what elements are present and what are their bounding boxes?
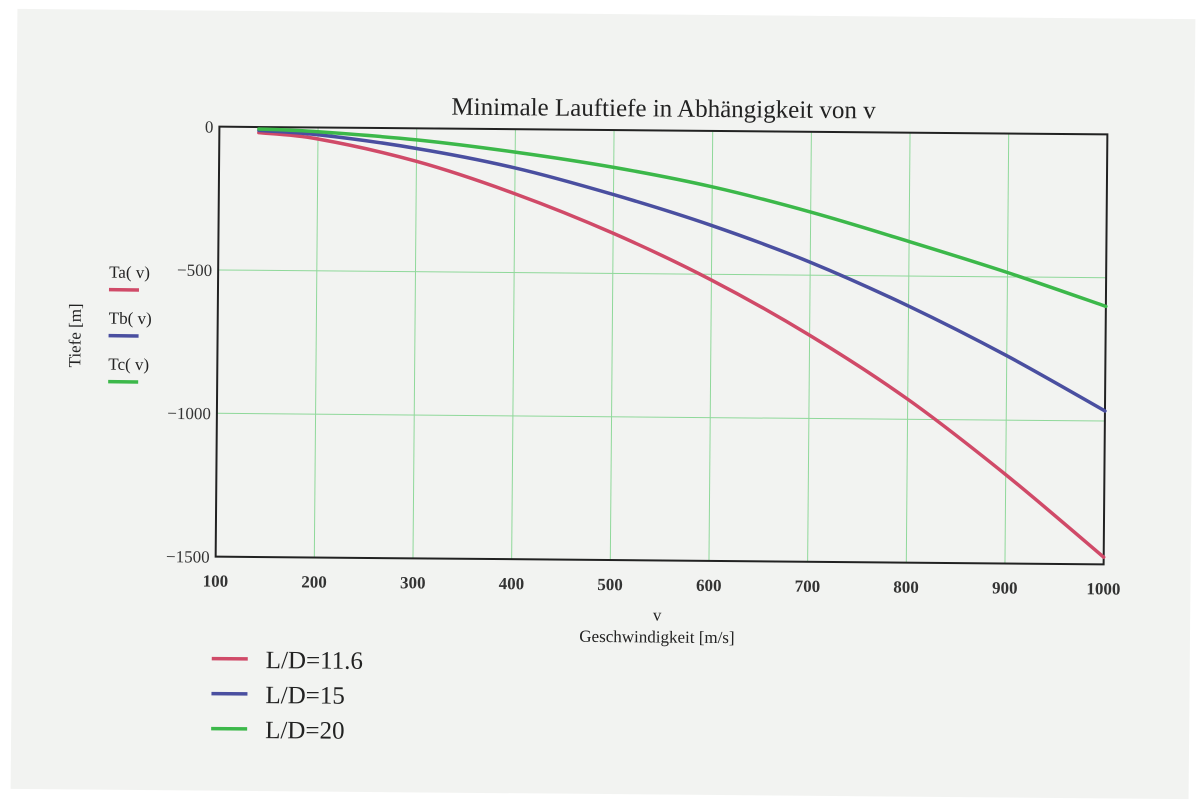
grid xyxy=(216,127,1107,564)
x-axis-variable: v xyxy=(653,605,662,624)
grid-line-x xyxy=(1004,133,1010,564)
grid-line-x xyxy=(412,128,418,559)
x-tick-label: 800 xyxy=(893,578,919,597)
grid-line-y xyxy=(216,412,1105,422)
function-label-text: Ta( v) xyxy=(109,263,150,282)
x-tick-label: 400 xyxy=(499,574,525,593)
x-tick-label: 100 xyxy=(203,572,229,591)
grid-line-x xyxy=(511,129,516,560)
chart: Minimale Lauftiefe in Abhängigkeit von v… xyxy=(65,94,1121,745)
x-tick-label: 200 xyxy=(301,572,327,591)
y-tick-label: −1500 xyxy=(166,547,210,566)
series-line xyxy=(257,130,1106,559)
legend-label: L/D=20 xyxy=(265,717,345,745)
y-tick-labels: 0 −500 −1000 −1500 xyxy=(166,118,214,567)
x-tick-label: 600 xyxy=(696,576,722,595)
y-axis-label: Tiefe [m] xyxy=(65,303,85,367)
chart-title: Minimale Lauftiefe in Abhängigkeit von v xyxy=(451,94,876,125)
grid-line-x xyxy=(905,132,911,563)
x-axis-label: Geschwindigkeit [m/s] xyxy=(579,627,735,647)
x-tick-labels: 100 200 300 400 500 600 700 800 900 1000 xyxy=(203,572,1121,599)
function-labels: Ta( v) Tb( v) Tc( v) xyxy=(108,263,152,384)
function-label-text: Tc( v) xyxy=(108,355,149,374)
function-label-text: Tb( v) xyxy=(109,309,152,328)
grid-line-x xyxy=(807,131,812,562)
y-tick-label: 0 xyxy=(205,118,214,137)
series-line xyxy=(257,127,1108,309)
x-tick-label: 1000 xyxy=(1086,579,1120,598)
legend-label: L/D=11.6 xyxy=(266,647,363,675)
x-tick-label: 300 xyxy=(400,573,426,592)
legend: L/D=11.6 L/D=15 L/D=20 xyxy=(211,647,363,745)
y-tick-label: −1000 xyxy=(167,404,211,423)
x-tick-label: 900 xyxy=(992,578,1018,597)
series-line xyxy=(257,128,1107,413)
scanned-paper: Minimale Lauftiefe in Abhängigkeit von v… xyxy=(10,8,1196,800)
legend-label: L/D=15 xyxy=(265,682,345,710)
series-lines xyxy=(257,127,1108,559)
grid-line-x xyxy=(313,127,319,558)
grid-line-y xyxy=(218,269,1107,279)
grid-line-x xyxy=(708,130,714,561)
y-tick-label: −500 xyxy=(177,261,212,280)
x-tick-label: 500 xyxy=(597,575,623,594)
x-tick-label: 700 xyxy=(795,577,821,596)
plot-frame xyxy=(214,125,1109,566)
grid-line-x xyxy=(609,130,615,561)
